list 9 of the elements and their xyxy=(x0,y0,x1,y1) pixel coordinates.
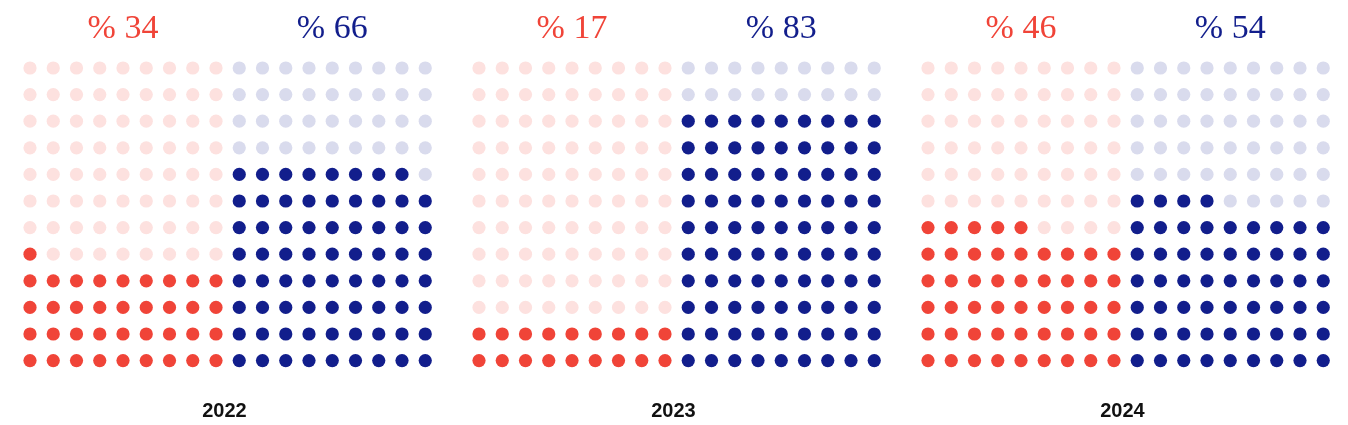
data-label: % 46 xyxy=(985,8,1057,45)
data-label: % 66 xyxy=(296,8,368,45)
data-label: % 34 xyxy=(87,8,159,45)
data-label: % 17 xyxy=(536,8,608,45)
text: 2022 xyxy=(202,398,247,421)
data-label: % 83 xyxy=(745,8,817,45)
text: 2024 xyxy=(1100,398,1146,421)
text: 2023 xyxy=(651,398,696,421)
data-label: % 54 xyxy=(1194,8,1266,45)
